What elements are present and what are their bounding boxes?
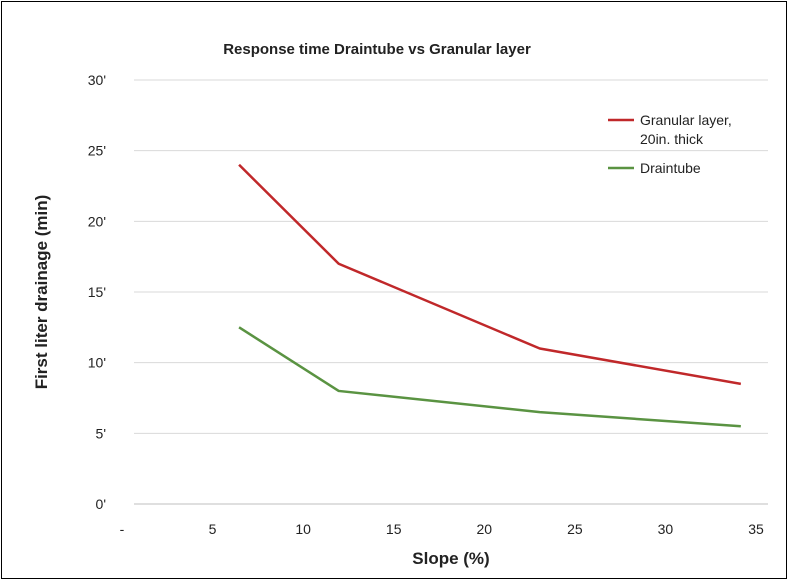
y-tick-label: 10' — [88, 355, 106, 371]
x-tick-label: 30 — [658, 521, 674, 537]
x-tick-label: 25 — [567, 521, 583, 537]
x-tick-labels: - 5 10 15 20 25 30 35 — [120, 521, 764, 537]
x-tick-label: 20 — [476, 521, 492, 537]
legend-label: Granular layer, — [640, 112, 732, 128]
x-tick-label: 35 — [748, 521, 764, 537]
series-line-0 — [238, 163, 742, 386]
x-tick-label: 15 — [386, 521, 402, 537]
y-tick-label: 30' — [88, 72, 106, 88]
legend: Granular layer, 20in. thick Draintube — [608, 112, 732, 176]
y-tick-label: 20' — [88, 213, 106, 229]
series-group — [238, 163, 742, 428]
y-tick-label: 0' — [96, 496, 106, 512]
gridlines — [134, 79, 768, 434]
y-tick-labels: 0' 5' 10' 15' 20' 25' 30' — [88, 72, 106, 512]
series-line-1 — [238, 326, 741, 428]
legend-label: Draintube — [640, 160, 701, 176]
y-tick-label: 5' — [96, 425, 106, 441]
legend-label: 20in. thick — [640, 131, 704, 147]
x-tick-label: 10 — [295, 521, 311, 537]
y-tick-label: 25' — [88, 143, 106, 159]
x-tick-label: 5 — [209, 521, 217, 537]
chart-title: Response time Draintube vs Granular laye… — [223, 41, 531, 58]
x-tick-label: - — [120, 521, 125, 537]
y-tick-label: 15' — [88, 284, 106, 300]
x-axis-title: Slope (%) — [412, 549, 489, 568]
y-axis-title: First liter drainage (min) — [32, 195, 51, 390]
